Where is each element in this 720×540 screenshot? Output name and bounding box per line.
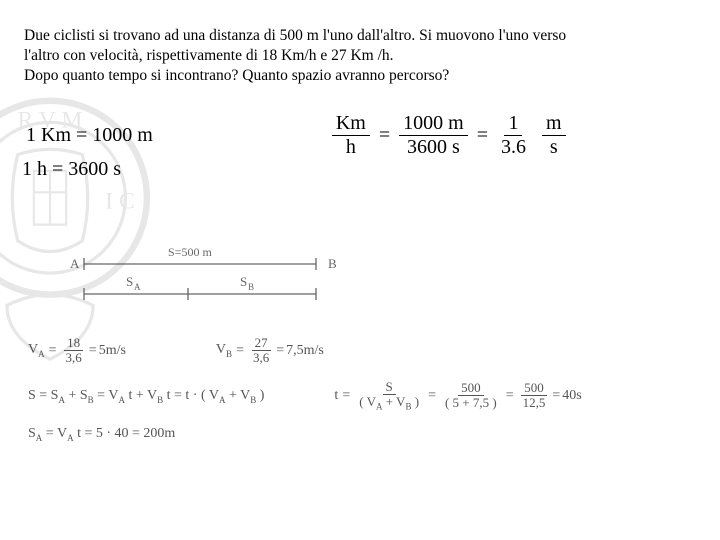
frac-ms1: 1000 m 3600 s [399,112,468,159]
problem-line1: Due ciclisti si trovano ad una distanza … [24,27,566,44]
svg-text:B: B [248,282,254,292]
vb-frac: 27 3,6 [250,336,272,366]
problem-line2: l'altro con velocità, rispettivamente di… [24,47,394,64]
va-frac: 18 3,6 [63,336,85,366]
s-eq: S = SA + SB = VA t + VB t = t · ( VA + V… [28,388,264,405]
conversion-row: 1 Km = 1000 m Km h = 1000 m 3600 s = 1 3… [26,112,696,159]
frac-kmh: Km h [332,112,370,159]
h-lhs: 1 h [22,158,47,180]
svg-text:A: A [134,282,141,292]
diagram-distance: S=500 m [168,245,212,259]
t-frac2: 500 ( 5 + 7,5 ) [442,381,500,411]
diagram-label-a: A [70,256,80,271]
velocity-row: VA = 18 3,6 = 5m/s VB = 27 3,6 = 7,5m/s [28,336,698,366]
diagram-label-b: B [328,256,337,271]
t-frac1: S ( VA + VB ) [356,380,422,413]
va-label: VA [28,342,45,359]
frac-ms2: 1 3.6 [497,112,530,159]
problem-statement: Due ciclisti si trovano ad una distanza … [24,26,694,86]
va-result: 5m/s [99,343,126,359]
solution-block: VA = 18 3,6 = 5m/s VB = 27 3,6 = 7,5m/s … [28,336,698,457]
h-rhs: 3600 s [68,158,121,180]
svg-text:S: S [126,274,133,289]
distance-diagram: A B S=500 m S A S B [68,240,348,320]
hour-conversion: 1 h = 3600 s [22,158,121,181]
km-lhs: 1 Km [26,124,71,146]
s-equation-row: S = SA + SB = VA t + VB t = t · ( VA + V… [28,380,698,413]
vb-result: 7,5m/s [286,343,324,359]
svg-text:I C: I C [105,188,135,214]
t-eq: t = S ( VA + VB ) = 500 ( 5 + 7,5 ) = 50… [334,380,581,413]
t-result: 40s [562,388,581,404]
final-row: SA = VA t = 5 · 40 = 200m [28,426,698,443]
km-rhs: 1000 m [92,124,153,146]
problem-line3: Dopo quanto tempo si incontrano? Quanto … [24,67,449,84]
vb-label: VB [216,342,232,359]
frac-ms-unit: m s [542,112,566,159]
t-frac3: 500 12,5 [520,381,549,411]
svg-text:S: S [240,274,247,289]
final-eq: SA = VA t = 5 · 40 = 200m [28,426,175,443]
